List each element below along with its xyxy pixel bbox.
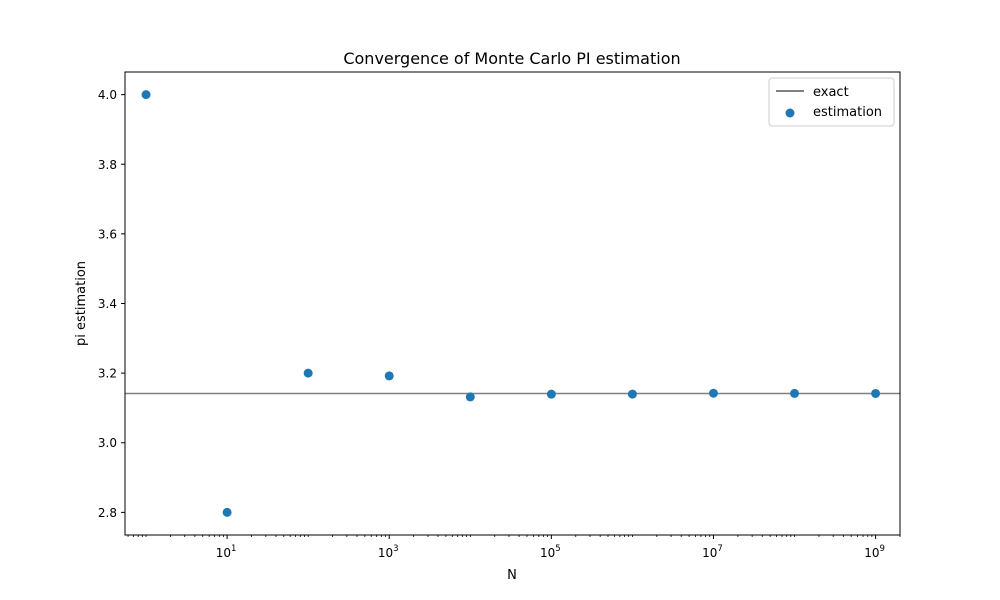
x-axis-label: N bbox=[507, 568, 517, 583]
estimation-point bbox=[465, 392, 475, 402]
x-axis-ticks: 101 103 105 107 109 bbox=[127, 535, 901, 560]
legend-exact-label: exact bbox=[813, 85, 849, 100]
y-tick-label: 3.0 bbox=[98, 436, 117, 450]
x-tick-label: 101 bbox=[216, 544, 237, 560]
x-tick-label: 109 bbox=[864, 544, 885, 560]
legend-estimation-swatch bbox=[785, 108, 795, 118]
y-tick-label: 3.6 bbox=[98, 227, 117, 241]
y-tick-label: 4.0 bbox=[98, 88, 117, 102]
y-tick-label: 3.2 bbox=[98, 367, 117, 381]
estimation-point bbox=[222, 507, 232, 517]
estimation-point bbox=[546, 389, 556, 399]
estimation-point bbox=[303, 368, 313, 378]
x-tick-label: 107 bbox=[702, 544, 723, 560]
y-tick-label: 2.8 bbox=[98, 506, 117, 520]
estimation-point bbox=[627, 389, 637, 399]
estimation-point bbox=[871, 388, 881, 398]
estimation-point bbox=[141, 90, 151, 100]
legend: exact estimation bbox=[768, 77, 895, 127]
estimation-point bbox=[384, 371, 394, 381]
estimation-point bbox=[708, 388, 718, 398]
estimation-point bbox=[790, 388, 800, 398]
y-tick-label: 3.8 bbox=[98, 158, 117, 172]
x-tick-label: 103 bbox=[378, 544, 399, 560]
y-axis-ticks: 2.8 3.0 3.2 3.4 3.6 3.8 4.0 bbox=[98, 88, 125, 520]
legend-estimation-label: estimation bbox=[813, 105, 882, 120]
x-tick-label: 105 bbox=[540, 544, 561, 560]
y-tick-label: 3.4 bbox=[98, 297, 117, 311]
plot-area bbox=[125, 90, 900, 517]
y-axis-label: pi estimation bbox=[74, 261, 89, 346]
chart-title: Convergence of Monte Carlo PI estimation bbox=[343, 49, 680, 68]
